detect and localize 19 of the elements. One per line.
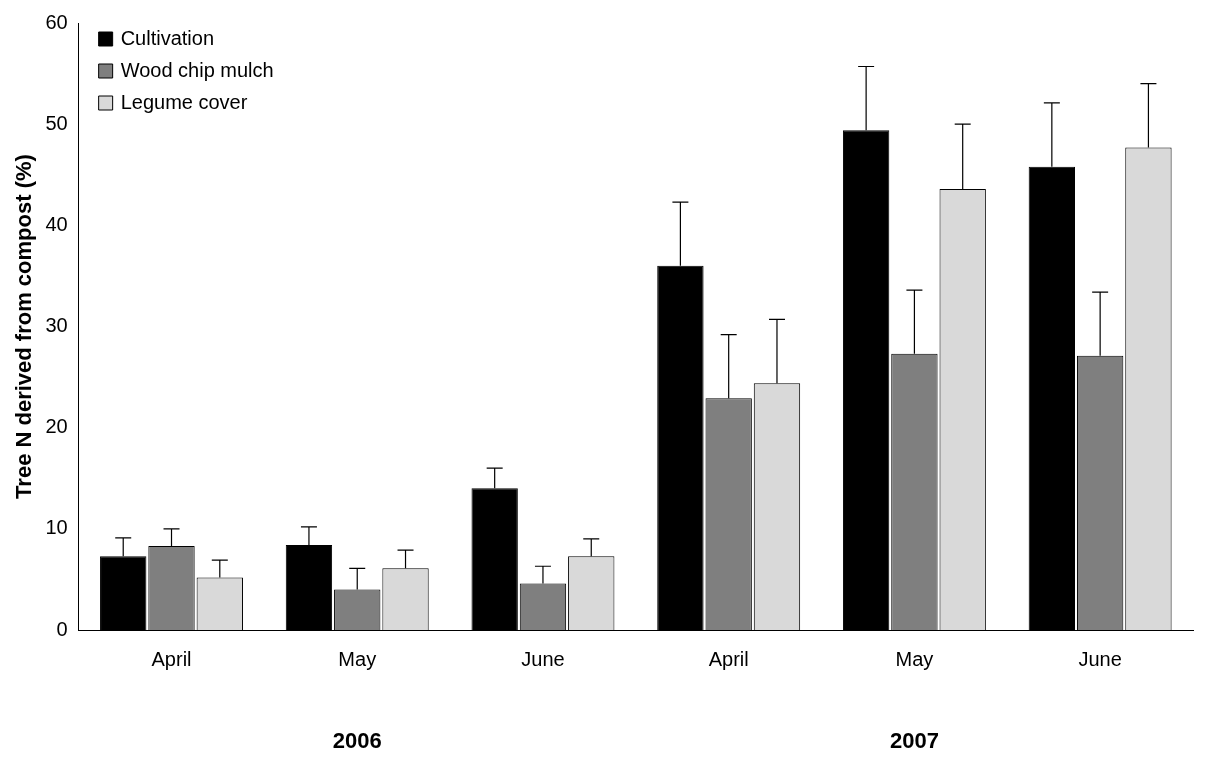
legend-label: Legume cover (120, 90, 248, 113)
x-tick-label: June (1078, 647, 1122, 670)
y-tick-label: 0 (56, 617, 68, 640)
x-tick-label: May (895, 647, 934, 670)
y-tick-label: 60 (45, 10, 68, 33)
y-tick-label: 30 (45, 314, 68, 337)
y-tick-label: 50 (45, 111, 68, 134)
y-tick-label: 40 (45, 212, 68, 235)
legend-label: Cultivation (120, 26, 215, 49)
x-tick-label: May (338, 647, 377, 670)
x-tick-label: June (521, 647, 565, 670)
text: 2006 (332, 728, 382, 753)
x-tick-label: April (151, 647, 192, 670)
text: 2007 (889, 728, 939, 753)
legend-label: Wood chip mulch (120, 58, 274, 81)
y-axis-title: Tree N derived from compost (%) (11, 154, 37, 499)
y-tick-label: 10 (45, 516, 68, 539)
x-tick-label: April (708, 647, 749, 670)
y-tick-label: 20 (45, 415, 68, 438)
